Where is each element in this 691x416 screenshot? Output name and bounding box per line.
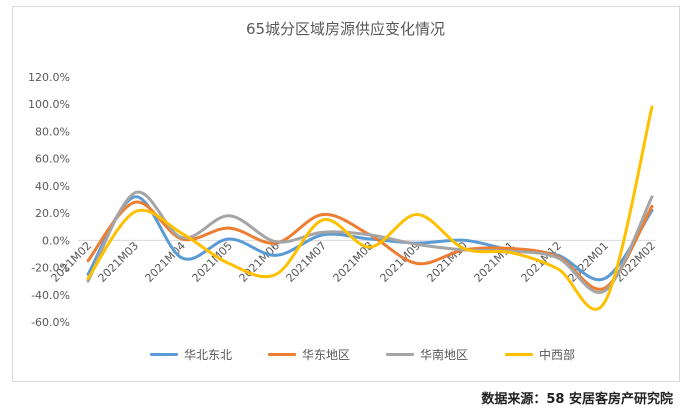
legend-item-2: 华南地区 (386, 346, 468, 366)
legend-label: 华南地区 (420, 348, 469, 362)
chart-frame (12, 6, 680, 382)
series-lines (86, 105, 654, 311)
y-tick-label: -20.0% (31, 262, 70, 275)
legend-label: 华北东北 (184, 348, 233, 362)
series-line-3 (86, 105, 654, 311)
y-tick-label: -40.0% (31, 289, 70, 302)
y-axis: -60.0% -40.0% -20.0% 0.0% 20.0% 40.0% 60.0% 80.… (28, 71, 70, 329)
legend-swatch (150, 353, 178, 356)
legend: 华北东北 华东地区 华南地区 中西部 (0, 346, 691, 370)
y-tick-label: 0.0% (42, 234, 70, 247)
y-tick-label: -60.0% (31, 316, 70, 329)
series-line-2 (86, 190, 654, 294)
legend-item-0: 华北东北 (150, 346, 232, 366)
legend-item-1: 华东地区 (268, 346, 350, 366)
legend-swatch (386, 353, 414, 356)
data-source: 数据来源：58 安居客房产研究院 (481, 392, 673, 407)
y-tick-label: 60.0% (35, 153, 70, 166)
legend-swatch (268, 353, 296, 356)
chart-title: 65城分区域房源供应变化情况 (245, 20, 446, 38)
x-tick-label: 2021M04 (143, 239, 189, 285)
legend-label: 华东地区 (302, 348, 351, 362)
y-tick-label: 80.0% (35, 125, 70, 138)
legend-item-3: 中西部 (505, 346, 575, 366)
y-tick-label: 20.0% (35, 207, 70, 220)
y-tick-label: 100.0% (28, 98, 70, 111)
y-tick-label: 40.0% (35, 180, 70, 193)
legend-label: 中西部 (539, 348, 576, 362)
series-line-0 (86, 195, 654, 282)
legend-swatch (505, 353, 533, 356)
y-tick-label: 120.0% (28, 71, 70, 84)
x-tick-label: 2021M06 (237, 239, 283, 285)
